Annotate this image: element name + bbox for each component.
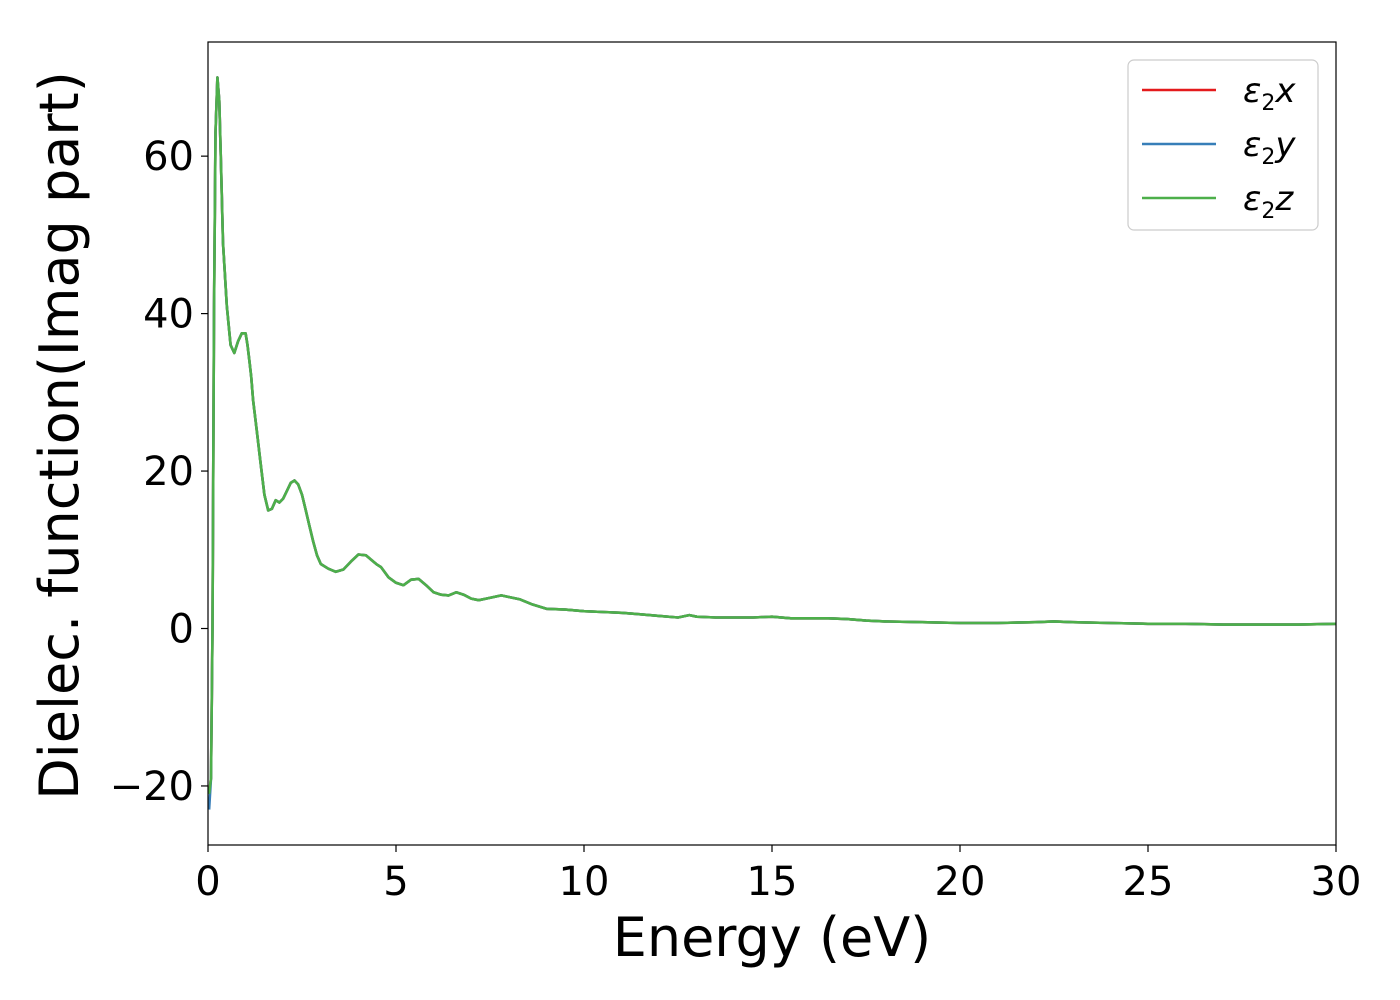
legend: ε2x ε2y ε2z	[1127, 59, 1319, 231]
x-tick-label: 5	[383, 859, 408, 905]
legend-box	[1127, 59, 1319, 231]
y-tick-label: 0	[169, 607, 194, 653]
y-tick-label: −20	[110, 764, 194, 810]
y-tick-label: 40	[143, 292, 194, 338]
x-tick-label: 20	[935, 859, 986, 905]
x-tick-label: 0	[195, 859, 220, 905]
x-tick-label: 25	[1123, 859, 1174, 905]
legend-label-x: ε2x	[1243, 71, 1296, 116]
y-tick-label: 20	[143, 449, 194, 495]
x-tick-label: 10	[559, 859, 610, 905]
y-tick-label: 60	[143, 134, 194, 180]
series-line-z	[207, 76, 1337, 794]
y-axis-ticks: −20 0 20 40 60	[110, 134, 208, 810]
legend-label-y: ε2y	[1243, 125, 1296, 170]
x-axis-ticks: 0 5 10 15 20 25 30	[195, 845, 1361, 905]
x-tick-label: 15	[747, 859, 798, 905]
legend-label-z: ε2z	[1243, 179, 1294, 224]
y-axis-label: Dielec. function(Imag part)	[28, 71, 91, 800]
x-axis-label: Energy (eV)	[613, 906, 932, 969]
series-layer	[207, 76, 1337, 810]
x-tick-label: 30	[1311, 859, 1362, 905]
